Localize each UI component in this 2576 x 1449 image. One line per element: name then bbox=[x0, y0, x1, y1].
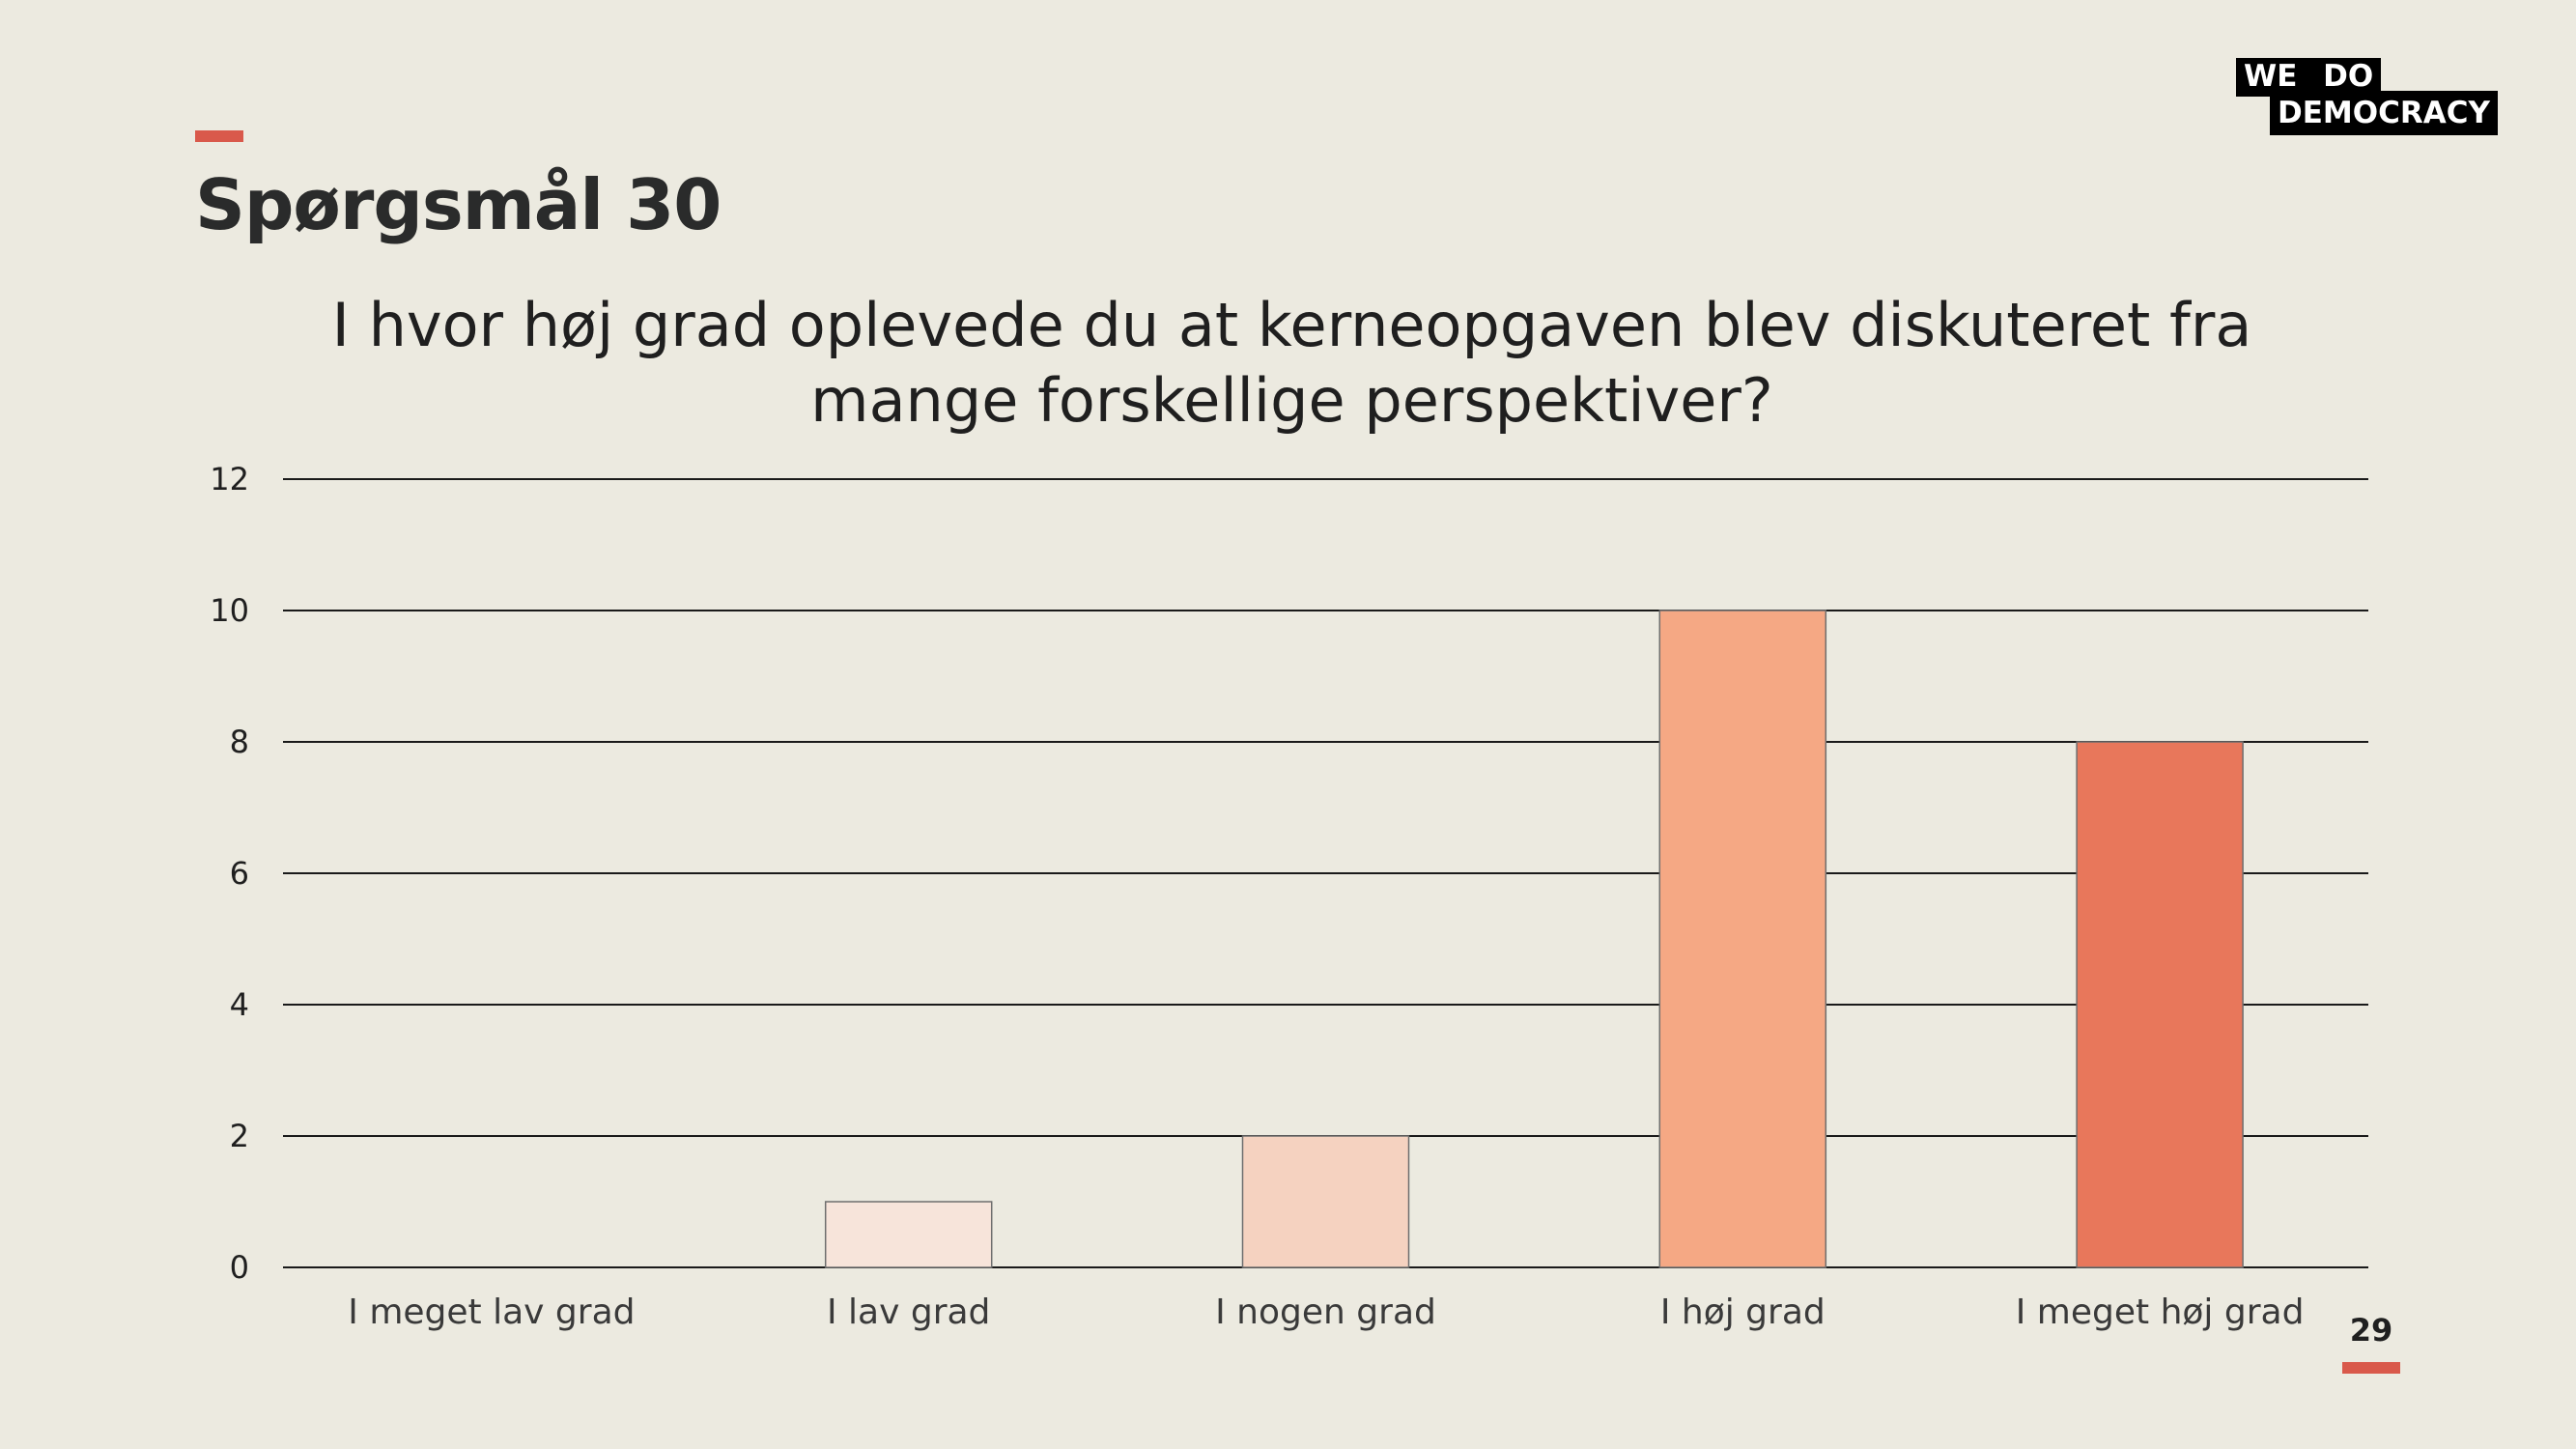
bar-2 bbox=[824, 1201, 993, 1268]
y-tick-label: 6 bbox=[230, 855, 249, 892]
bar-3 bbox=[1241, 1135, 1410, 1268]
page-accent-bar bbox=[2342, 1362, 2400, 1374]
y-tick-label: 2 bbox=[230, 1118, 249, 1154]
slide-title: Spørgsmål 30 bbox=[195, 164, 722, 245]
logo-line-1: WE DO bbox=[2236, 58, 2382, 97]
title-accent-bar bbox=[195, 130, 243, 142]
y-tick-label: 4 bbox=[230, 986, 249, 1023]
x-category-label: I meget lav grad bbox=[348, 1293, 635, 1332]
x-category-label: I nogen grad bbox=[1215, 1293, 1436, 1332]
x-category-label: I lav grad bbox=[827, 1293, 990, 1332]
bar-5 bbox=[2076, 741, 2244, 1268]
page-number: 29 bbox=[2349, 1312, 2393, 1349]
logo-line-2: DEMOCRACY bbox=[2270, 91, 2498, 135]
y-tick-label: 10 bbox=[210, 592, 249, 629]
x-category-label: I høj grad bbox=[1660, 1293, 1826, 1332]
y-tick-label: 0 bbox=[230, 1249, 249, 1286]
bar-4 bbox=[1658, 610, 1827, 1268]
y-tick-label: 12 bbox=[210, 461, 249, 497]
we-do-democracy-logo: WE DO DEMOCRACY bbox=[2236, 58, 2502, 137]
x-category-label: I meget høj grad bbox=[2016, 1293, 2305, 1332]
chart-title: I hvor høj grad oplevede du at kerneopga… bbox=[331, 290, 2252, 436]
y-tick-label: 8 bbox=[230, 724, 249, 760]
